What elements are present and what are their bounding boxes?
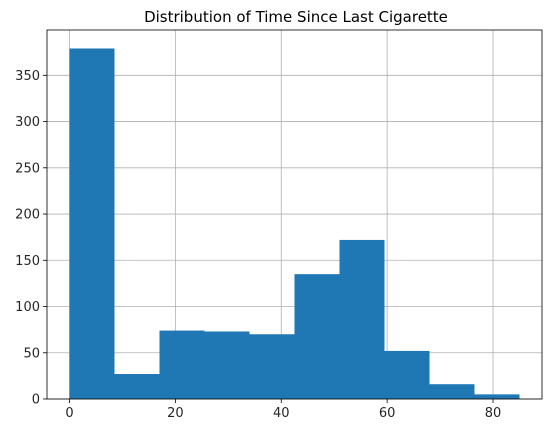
x-tick-label: 0 <box>65 406 73 421</box>
histogram-bar <box>429 384 475 399</box>
y-tick-label: 150 <box>15 254 40 269</box>
y-tick-label: 100 <box>15 300 40 315</box>
y-tick-label: 250 <box>15 161 40 176</box>
histogram-bar <box>69 48 115 399</box>
plot-frame <box>46 29 543 400</box>
y-tick-label: 50 <box>23 346 40 361</box>
histogram-bar <box>474 394 520 399</box>
x-tick-label: 80 <box>485 406 502 421</box>
histogram-bar <box>159 330 205 399</box>
histogram-bar <box>384 350 430 399</box>
x-tick-label: 20 <box>167 406 184 421</box>
histogram-bar <box>339 239 385 399</box>
histogram-bar <box>294 274 340 399</box>
y-tick-label: 0 <box>32 393 40 408</box>
chart-title: Distribution of Time Since Last Cigarett… <box>144 8 448 26</box>
axis-layer: 0 20 40 60 80 0 50 100 150 200 250 300 350 <box>15 69 501 421</box>
y-tick-label: 350 <box>15 69 40 84</box>
histogram-bar <box>114 374 160 399</box>
x-tick-label: 60 <box>379 406 396 421</box>
y-tick-label: 300 <box>15 115 40 130</box>
x-tick-label: 40 <box>273 406 290 421</box>
histogram-bar <box>204 331 250 399</box>
bars-layer <box>69 48 520 399</box>
histogram-bar <box>249 334 295 399</box>
y-tick-label: 200 <box>15 208 40 223</box>
